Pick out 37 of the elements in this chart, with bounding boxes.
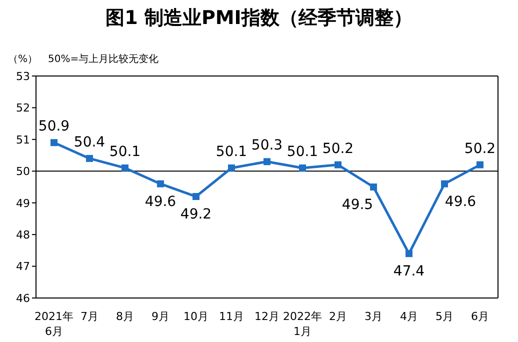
y-tick-label: 47 bbox=[16, 260, 30, 274]
data-label: 49.6 bbox=[444, 194, 476, 210]
x-tick-label: 4月 bbox=[400, 310, 418, 323]
y-tick-label: 49 bbox=[16, 196, 30, 210]
x-tick-label: 9月 bbox=[152, 310, 170, 323]
y-tick-label: 48 bbox=[16, 228, 30, 242]
x-tick-label: 7月 bbox=[80, 310, 98, 323]
x-tick-label: 12月 bbox=[254, 310, 280, 323]
data-label: 49.5 bbox=[342, 197, 374, 213]
data-label: 47.4 bbox=[393, 264, 425, 280]
data-label: 50.3 bbox=[251, 138, 283, 154]
y-tick-label: 50 bbox=[16, 165, 30, 178]
x-tick-label: 2022年 1月 bbox=[283, 310, 322, 338]
y-axis-title: （%） bbox=[8, 53, 38, 66]
x-tick-label: 10月 bbox=[184, 310, 208, 323]
x-tick-label: 2021年 6月 bbox=[34, 310, 74, 338]
data-label: 49.6 bbox=[144, 194, 176, 210]
data-label: 50.9 bbox=[38, 118, 70, 135]
data-label: 50.1 bbox=[216, 144, 248, 160]
x-tick-label: 2月 bbox=[329, 310, 347, 323]
x-tick-label: 5月 bbox=[436, 310, 454, 323]
x-tick-label: 11月 bbox=[219, 310, 244, 323]
x-tick-label: 8月 bbox=[116, 310, 134, 323]
chart-title: 图1 制造业PMI指数（经季节调整） bbox=[104, 6, 414, 31]
data-label: 50.2 bbox=[322, 140, 354, 157]
data-label: 50.1 bbox=[109, 144, 141, 160]
y-tick-label: 46 bbox=[16, 292, 30, 305]
data-label: 50.4 bbox=[74, 134, 106, 150]
x-tick-label: 3月 bbox=[364, 310, 382, 323]
data-label: 50.2 bbox=[464, 140, 496, 157]
y-tick-label: 51 bbox=[16, 133, 30, 146]
data-label: 50.1 bbox=[286, 144, 318, 160]
y-tick-label: 52 bbox=[16, 102, 30, 115]
data-label: 49.2 bbox=[180, 206, 212, 223]
y-tick-label: 53 bbox=[16, 70, 30, 83]
text: 50%=与上月比较无变化 bbox=[48, 52, 159, 66]
x-tick-label: 6月 bbox=[471, 310, 489, 323]
